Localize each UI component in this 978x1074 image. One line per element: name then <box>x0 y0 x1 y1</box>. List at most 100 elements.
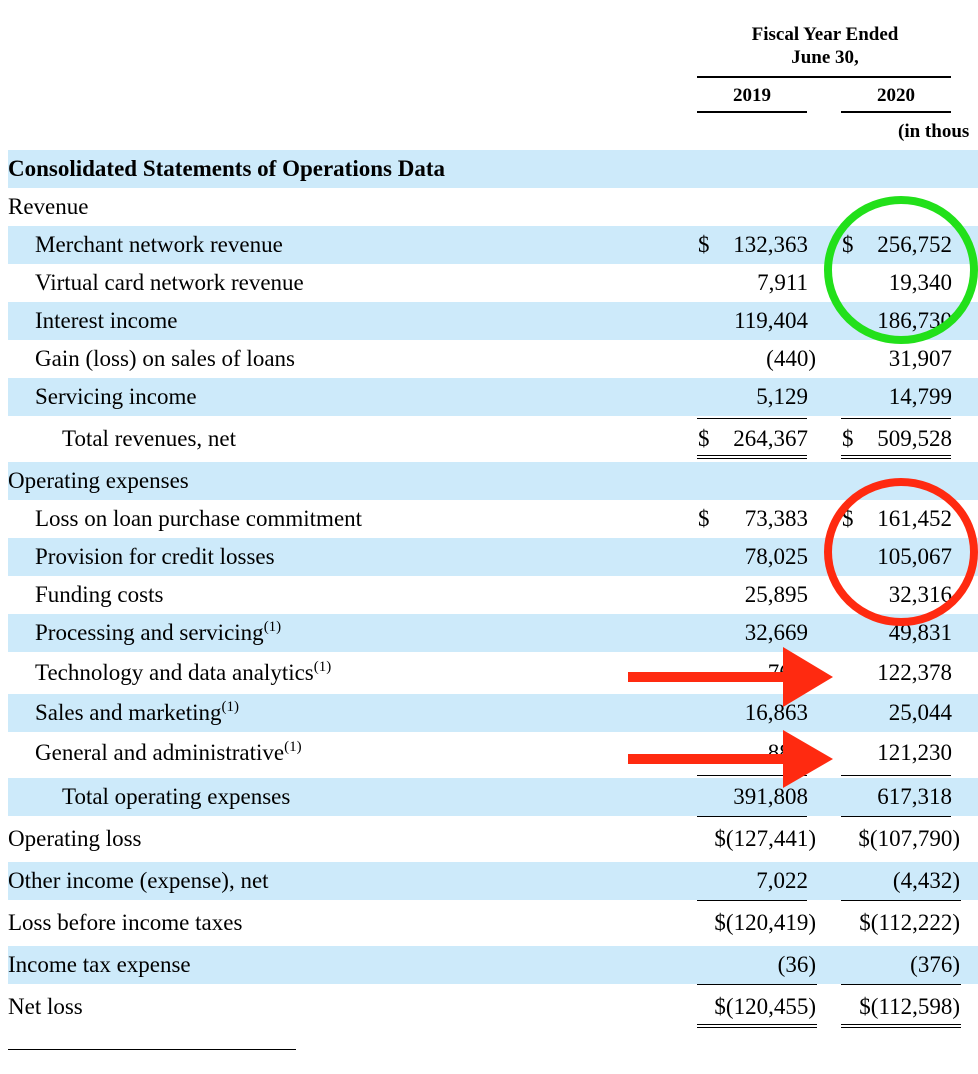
row-label-text: Total operating expenses <box>62 784 291 809</box>
row-label: Operating expenses <box>8 462 189 500</box>
row-label: General and administrative(1) <box>35 734 302 772</box>
row-label: Total revenues, net <box>62 420 236 458</box>
table-row: Gain (loss) on sales of loans (440) 31,907 <box>8 340 978 378</box>
row-label-text: Revenue <box>8 194 89 219</box>
row-label: Sales and marketing(1) <box>35 694 239 732</box>
other-income-rule-2019 <box>697 900 807 901</box>
value-2020: 31,907 <box>888 346 952 371</box>
table-row: Merchant network revenue $ $132,363 256,752 <box>8 226 978 264</box>
row-label-text: General and administrative <box>35 740 285 765</box>
table-row: Interest income 119,404 186,730 <box>8 302 978 340</box>
value-2019: 5,129 <box>756 384 808 409</box>
footnote-marker: (1) <box>221 699 240 715</box>
row-label-text: Operating loss <box>8 826 142 851</box>
table-row: Sales and marketing(1) 16,863 25,044 <box>8 694 978 732</box>
period-header-line2: June 30, <box>791 47 859 68</box>
dollar-sign-2019: $ <box>698 426 710 451</box>
row-label-text: Sales and marketing <box>35 700 222 725</box>
row-label-text: Processing and servicing <box>35 620 264 645</box>
value-2020: (376) <box>910 952 960 977</box>
row-label: Revenue <box>8 188 88 226</box>
value-2019: 119,404 <box>734 308 808 333</box>
table-row: Processing and servicing(1) 32,669 49,831 <box>8 614 978 652</box>
row-label: Merchant network revenue <box>35 226 283 264</box>
footnote-separator <box>8 1049 296 1050</box>
opex-subtotal-rule-2019 <box>697 775 807 776</box>
year-2019-header: 2019 <box>733 85 771 106</box>
value-2019: (36) <box>777 952 816 977</box>
value-2020: 509,528 <box>877 426 952 451</box>
row-label-text: Virtual card network revenue <box>35 270 304 295</box>
value-2019: 391,808 <box>733 784 808 809</box>
year-2020-header: 2020 <box>877 85 915 106</box>
units-note: (in thous <box>898 121 970 142</box>
opex-total-rule-2020 <box>841 816 951 817</box>
value-2020: 186,730 <box>877 308 952 333</box>
revenue-subtotal-rule-2020 <box>841 418 951 419</box>
value-2019: 7,022 <box>756 868 808 893</box>
row-label-text: Funding costs <box>35 582 164 607</box>
value-2019: 264,367 <box>733 426 808 451</box>
value-2019: 76,0 <box>767 660 808 685</box>
row-label: Provision for credit losses <box>35 538 275 576</box>
row-label: Technology and data analytics(1) <box>35 654 331 692</box>
table-row: Total operating expenses 391,808 617,318 <box>8 778 978 816</box>
row-label: Processing and servicing(1) <box>35 614 281 652</box>
row-label: Gain (loss) on sales of loans <box>35 340 295 378</box>
row-label: Other income (expense), net <box>8 862 269 900</box>
table-row: Loss on loan purchase commitment $ $73,383… <box>8 500 978 538</box>
period-header-rule <box>697 76 951 78</box>
row-label: Interest income <box>35 302 177 340</box>
value-2019: $(127,441) <box>714 826 816 851</box>
dollar-sign-2020: $ <box>842 426 854 451</box>
period-header-line1: Fiscal Year Ended <box>751 24 899 45</box>
value-2019: $(120,419) <box>714 910 816 935</box>
row-label: Total operating expenses <box>62 778 290 816</box>
footnote-marker: (1) <box>284 739 302 755</box>
section-title: Consolidated Statements of Operations Da… <box>8 156 445 181</box>
value-2020: (4,432) <box>892 868 960 893</box>
row-label: Income tax expense <box>8 946 191 984</box>
table-row: Provision for credit losses 78,025 105,067 <box>8 538 978 576</box>
row-label-text: Merchant network revenue <box>35 232 283 257</box>
row-label-text: Other income (expense), net <box>8 868 269 893</box>
table-row: Servicing income 5,129 14,799 <box>8 378 978 416</box>
row-label-text: Servicing income <box>35 384 197 409</box>
opex-total-rule-2019 <box>697 816 807 817</box>
table-row: Revenue <box>8 188 978 226</box>
opex-subtotal-rule-2020 <box>841 775 951 776</box>
value-2020: 161,452 <box>877 506 952 531</box>
tax-rule-2020 <box>841 984 961 985</box>
value-2020: 121,230 <box>877 740 952 765</box>
value-2019: 88,9 <box>767 740 808 765</box>
row-label: Loss before income taxes <box>8 904 242 942</box>
revenue-total-double-rule-2020 <box>841 455 951 459</box>
table-row: Other income (expense), net 7,022 (4,432) <box>8 862 978 900</box>
value-2020: 256,752 <box>877 232 952 257</box>
row-label: Servicing income <box>35 378 197 416</box>
value-2019: $(120,455) <box>714 994 816 1019</box>
footnote-marker: (1) <box>313 659 332 675</box>
value-2019: 7,911 <box>757 270 808 295</box>
year-2019-rule <box>697 111 807 113</box>
year-2020-rule <box>841 111 951 113</box>
row-label-text: Loss before income taxes <box>8 910 243 935</box>
value-2020: 32,316 <box>888 582 952 607</box>
value-2020: $(112,598) <box>859 994 960 1019</box>
row-label: Operating loss <box>8 820 142 858</box>
value-2019: 132,363 <box>733 232 808 257</box>
row-label-text: Technology and data analytics <box>35 660 314 685</box>
table-row: Operating loss $(127,441) $(107,790) <box>8 820 978 858</box>
row-label-text: Provision for credit losses <box>35 544 275 569</box>
value-2019: (440) <box>766 346 816 371</box>
row-label-text: Operating expenses <box>8 468 189 493</box>
table-row: Funding costs 25,895 32,316 <box>8 576 978 614</box>
value-2020: 122,378 <box>877 660 952 685</box>
value-2020: 105,067 <box>877 544 952 569</box>
row-label: Virtual card network revenue <box>35 264 304 302</box>
dollar-sign-2020: $ <box>842 506 854 531</box>
revenue-total-double-rule-2019 <box>697 455 807 459</box>
row-label-text: Loss on loan purchase commitment <box>35 506 363 531</box>
net-loss-double-rule-2019 <box>697 1024 817 1028</box>
table-row: Operating expenses <box>8 462 978 500</box>
